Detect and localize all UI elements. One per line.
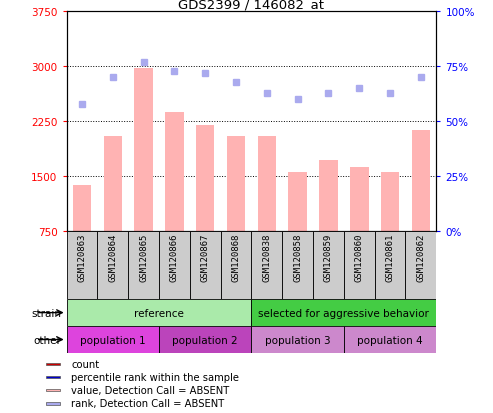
Bar	[190, 231, 221, 299]
Text: GSM120863: GSM120863	[77, 233, 86, 282]
Text: strain: strain	[32, 308, 62, 318]
Bar	[221, 231, 251, 299]
Text: GSM120858: GSM120858	[293, 233, 302, 282]
Bar	[67, 231, 98, 299]
Bar	[257, 136, 276, 231]
Text: GSM120862: GSM120862	[417, 233, 425, 282]
Bar	[98, 231, 128, 299]
Bar	[288, 173, 307, 231]
Text: reference: reference	[134, 308, 184, 318]
Bar	[227, 136, 245, 231]
Text: percentile rank within the sample: percentile rank within the sample	[71, 372, 239, 382]
Text: GSM120865: GSM120865	[139, 233, 148, 282]
Text: count: count	[71, 359, 100, 369]
Bar	[251, 299, 436, 326]
Bar	[67, 326, 159, 353]
Bar	[381, 172, 399, 231]
Text: GSM120859: GSM120859	[324, 233, 333, 282]
Text: value, Detection Call = ABSENT: value, Detection Call = ABSENT	[71, 385, 229, 395]
Text: GSM120838: GSM120838	[262, 233, 271, 282]
Bar	[46, 363, 60, 365]
Bar	[46, 389, 60, 392]
Text: population 1: population 1	[80, 335, 145, 345]
Bar	[251, 326, 344, 353]
Text: population 3: population 3	[265, 335, 330, 345]
Text: GSM120860: GSM120860	[355, 233, 364, 282]
Bar	[128, 231, 159, 299]
Bar	[104, 136, 122, 231]
Bar	[405, 231, 436, 299]
Text: rank, Detection Call = ABSENT: rank, Detection Call = ABSENT	[71, 399, 224, 408]
Bar	[251, 231, 282, 299]
Text: population 4: population 4	[357, 335, 423, 345]
Text: selected for aggressive behavior: selected for aggressive behavior	[258, 308, 429, 318]
Bar	[73, 185, 91, 231]
Bar	[165, 112, 184, 231]
Text: GSM120867: GSM120867	[201, 233, 210, 282]
Bar	[344, 231, 375, 299]
Bar	[350, 168, 368, 231]
Bar	[46, 402, 60, 405]
Text: GSM120864: GSM120864	[108, 233, 117, 282]
Bar	[412, 131, 430, 231]
Title: GDS2399 / 146082_at: GDS2399 / 146082_at	[178, 0, 324, 11]
Text: population 2: population 2	[173, 335, 238, 345]
Bar	[46, 376, 60, 378]
Text: other: other	[34, 335, 62, 345]
Text: GSM120866: GSM120866	[170, 233, 179, 282]
Bar	[375, 231, 405, 299]
Bar	[159, 231, 190, 299]
Bar	[319, 161, 338, 231]
Bar	[159, 326, 251, 353]
Bar	[134, 69, 153, 231]
Text: GSM120868: GSM120868	[232, 233, 241, 282]
Bar	[344, 326, 436, 353]
Bar	[67, 299, 251, 326]
Bar	[282, 231, 313, 299]
Bar	[313, 231, 344, 299]
Bar	[196, 126, 214, 231]
Text: GSM120861: GSM120861	[386, 233, 394, 282]
